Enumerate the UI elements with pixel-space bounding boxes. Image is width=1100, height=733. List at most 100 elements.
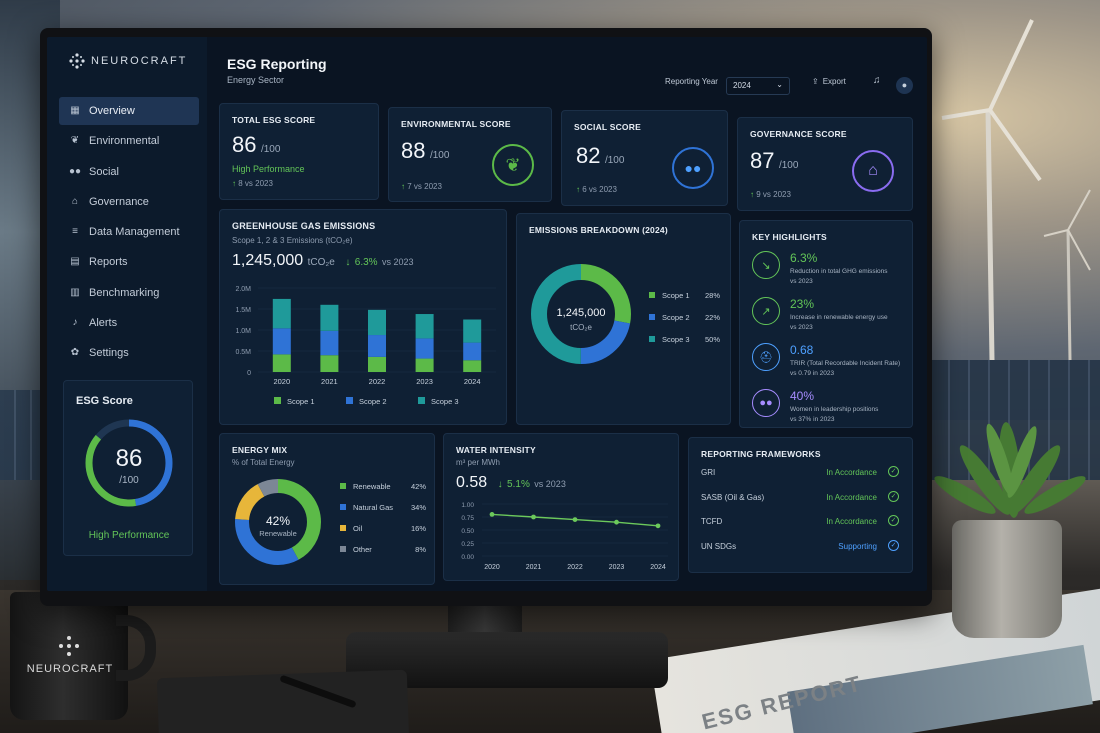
total-score-display: 86 /100 — [232, 132, 280, 158]
bar-scope-2-2021[interactable] — [320, 330, 339, 356]
reporting-year-label: Reporting Year — [665, 77, 718, 86]
card-title: KEY HIGHLIGHTS — [752, 232, 827, 242]
bar-scope-1-2020[interactable] — [272, 354, 291, 372]
sidebar-item-data-management[interactable]: ≡ Data Management — [59, 218, 199, 246]
y-tick-label: 0 — [247, 370, 251, 377]
arrow-up-icon: ↑ — [401, 182, 405, 191]
bar-scope-3-2023[interactable] — [415, 314, 434, 339]
slice-scope-3[interactable] — [531, 264, 631, 364]
bar-scope-2-2020[interactable] — [272, 328, 291, 355]
bell-icon[interactable]: ♫ — [873, 75, 881, 86]
sidebar-item-overview[interactable]: ▦ Overview — [59, 97, 199, 125]
data-point-2022[interactable] — [572, 517, 578, 522]
bar-scope-3-2020[interactable] — [272, 298, 291, 329]
sidebar-item-governance[interactable]: ⌂ Governance — [59, 188, 199, 216]
x-tick-label: 2021 — [526, 564, 542, 571]
energy-mix-donut: Renewable 42%Natural Gas 34%Oil 16%Other 8% — [235, 479, 426, 565]
wind-turbines — [941, 19, 1091, 361]
card-title: TOTAL ESG SCORE — [232, 115, 316, 125]
sidebar-item-social[interactable]: ●● Social — [59, 158, 199, 186]
data-point-2024[interactable] — [655, 523, 661, 529]
sidebar-item-environmental[interactable]: ❦ Environmental — [59, 127, 199, 155]
bell-icon: ♪ — [72, 317, 78, 329]
leaf-icon: ❦ — [70, 135, 80, 147]
arrow-up-icon: ↑ — [232, 179, 236, 188]
emissions-breakdown-card: EMISSIONS BREAKDOWN (2024) Scope 1 28% Sco… — [516, 213, 731, 425]
people-icon: ●● — [69, 165, 82, 177]
environmental-score-max: /100 — [429, 150, 450, 161]
y-tick-label: 1.0M — [235, 328, 251, 335]
slice-natural-gas[interactable] — [235, 479, 321, 565]
export-button[interactable]: ⇪ Export — [812, 77, 846, 86]
highlight-desc: Reduction in total GHG emissions — [790, 268, 888, 275]
energy-subtitle: % of Total Energy — [232, 458, 295, 467]
bar-scope-2-2024[interactable] — [463, 342, 482, 361]
esg-score-ring — [85, 419, 173, 507]
arrow-down-icon: ↓ — [497, 479, 503, 490]
database-icon: ≡ — [72, 226, 78, 238]
slice-scope-2[interactable] — [531, 264, 631, 364]
sidebar-item-benchmarking[interactable]: ▥ Benchmarking — [59, 279, 199, 307]
governance-score-max: /100 — [778, 160, 799, 171]
user-avatar[interactable]: ● — [896, 77, 913, 94]
data-point-2020[interactable] — [489, 512, 495, 517]
sidebar-item-label: Data Management — [89, 226, 180, 239]
legend-value: 50% — [705, 335, 720, 344]
bar-scope-1-2023[interactable] — [415, 358, 434, 372]
framework-name: UN SDGs — [701, 541, 737, 551]
legend-swatch — [340, 525, 346, 531]
framework-row[interactable]: GRI In Accordance ✓ — [701, 466, 899, 484]
data-point-2023[interactable] — [614, 519, 619, 525]
delta-value: 7 — [407, 182, 412, 191]
esg-score-ring-blue — [85, 419, 173, 507]
framework-status: Supporting — [838, 541, 877, 551]
bar-scope-3-2024[interactable] — [463, 319, 482, 343]
bar-scope-1-2021[interactable] — [320, 355, 339, 372]
emissions-breakdown-donut: Scope 1 28% Scope 2 22% Scope 3 50% — [531, 264, 720, 364]
brand-logo[interactable]: NEUROCRAFT — [69, 53, 187, 69]
legend-label: Scope 2 — [359, 397, 387, 406]
social-score-max: /100 — [604, 155, 625, 166]
grid-icon: ▦ — [70, 105, 80, 116]
donut-center-unit: tCO₂e — [570, 323, 592, 332]
neurocraft-logo-icon — [69, 53, 85, 69]
check-circle-icon: ✓ — [888, 490, 899, 502]
energy-center-label: Renewable — [259, 529, 297, 538]
framework-row[interactable]: SASB (Oil & Gas) In Accordance ✓ — [701, 490, 899, 509]
slice-other[interactable] — [235, 479, 321, 565]
y-tick-label: 1.5M — [235, 307, 251, 314]
donut-center-value: 1,245,000 — [556, 307, 606, 319]
bar-scope-1-2022[interactable] — [368, 356, 386, 372]
highlight-value: 0.68 — [790, 343, 814, 357]
framework-status: In Accordance — [826, 492, 877, 502]
highlight-item: ↘ 6.3% Reduction in total GHG emissions vs … — [752, 251, 912, 291]
bar-scope-2-2022[interactable] — [368, 335, 386, 357]
x-tick-label: 2021 — [321, 377, 338, 386]
highlight-value: 23% — [790, 297, 815, 311]
reporting-year-select[interactable]: 2024 ⌄ — [726, 77, 790, 95]
data-point-2021[interactable] — [531, 514, 536, 520]
y-tick-label: 0.00 — [461, 554, 474, 561]
bar-scope-1-2024[interactable] — [463, 360, 482, 372]
card-title: SOCIAL SCORE — [574, 122, 641, 132]
check-circle-icon: ✓ — [888, 539, 899, 551]
bar-scope-2-2023[interactable] — [415, 338, 434, 359]
check-circle-icon: ✓ — [888, 515, 899, 526]
sidebar-item-alerts[interactable]: ♪ Alerts — [59, 309, 199, 337]
sidebar-item-reports[interactable]: ▤ Reports — [59, 248, 199, 276]
highlight-desc: TRIR (Total Recordable Incident Rate) — [790, 360, 901, 367]
framework-row[interactable]: TCFD In Accordance ✓ — [701, 515, 899, 533]
highlight-value: 40% — [790, 389, 815, 403]
bar-scope-3-2021[interactable] — [320, 304, 339, 331]
framework-row[interactable]: UN SDGs Supporting ✓ — [701, 539, 899, 558]
key-highlights-card: KEY HIGHLIGHTS ↘ 6.3% Reduction in total G… — [739, 220, 913, 428]
x-tick-label: 2022 — [567, 564, 583, 571]
bar-scope-3-2022[interactable] — [368, 309, 386, 336]
plant-leaves — [934, 422, 1086, 518]
sidebar-item-settings[interactable]: ✿ Settings — [59, 339, 199, 367]
highlight-item: ⛑ 0.68 TRIR (Total Recordable Incident Rat… — [752, 343, 912, 383]
x-tick-label: 2023 — [609, 564, 625, 571]
water-value-display: 0.58 ↓ 5.1% vs 2023 — [456, 474, 566, 492]
institution-icon: ⌂ — [71, 195, 79, 207]
water-subtitle: m³ per MWh — [456, 458, 500, 467]
